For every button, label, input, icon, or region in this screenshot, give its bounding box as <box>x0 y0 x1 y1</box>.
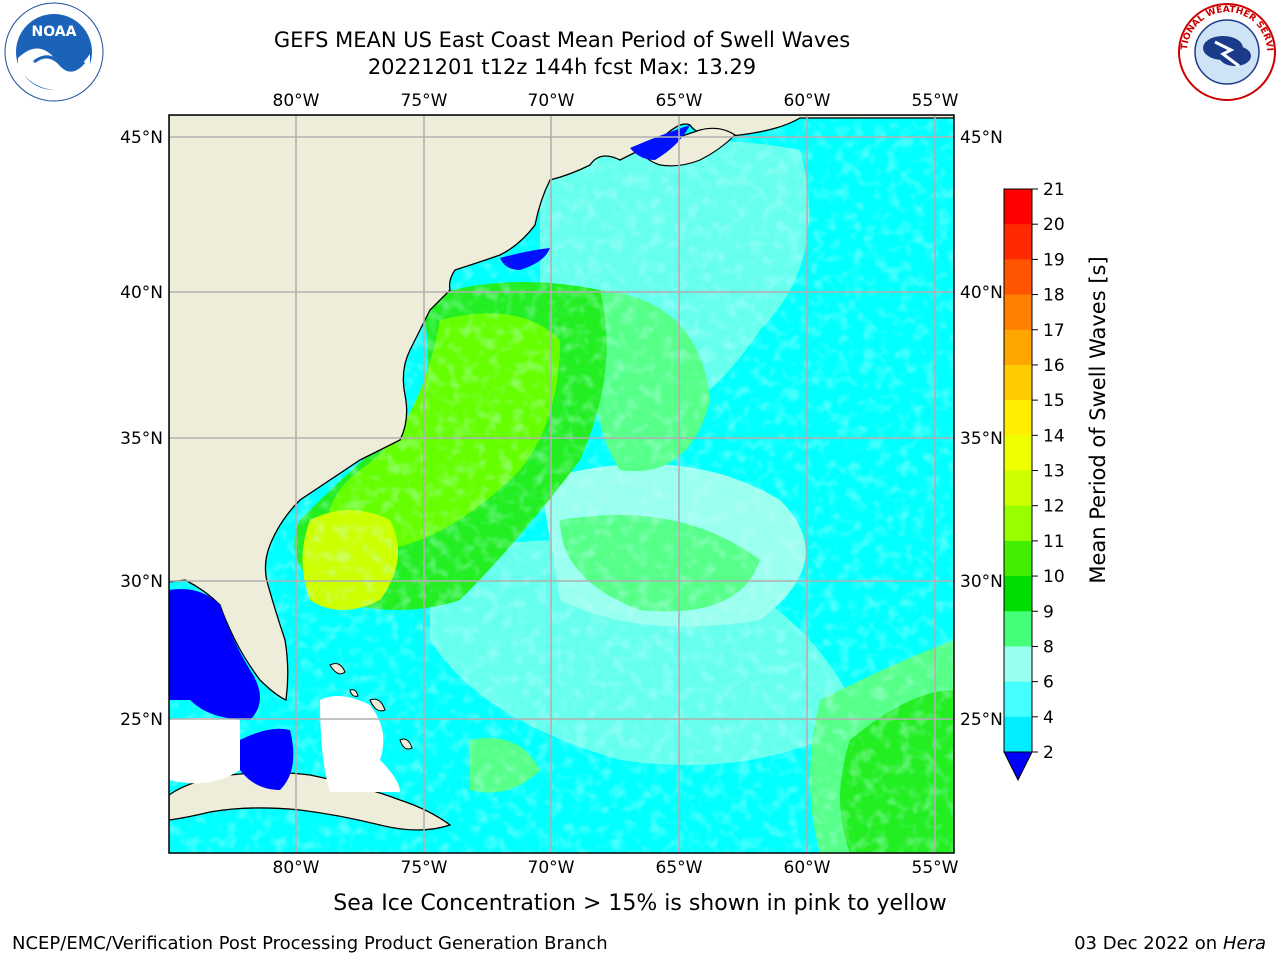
map-title: GEFS MEAN US East Coast Mean Period of S… <box>273 28 851 52</box>
colorbar-segment <box>1004 611 1032 647</box>
date-host: 03 Dec 2022 on Hera <box>1074 933 1266 954</box>
colorbar-tick-label: 13 <box>1043 462 1065 482</box>
colorbar-segment <box>1004 470 1032 507</box>
lat-label-left: 30°N <box>120 572 163 592</box>
colorbar-segment <box>1004 224 1032 260</box>
colorbar-tick-label: 8 <box>1043 637 1054 657</box>
map-area <box>169 115 954 853</box>
credit-line: NCEP/EMC/Verification Post Processing Pr… <box>12 933 608 954</box>
lon-label-top: 75°W <box>401 91 448 111</box>
lat-label-right: 25°N <box>960 710 1003 730</box>
lon-label-top: 55°W <box>912 91 959 111</box>
colorbar-segment <box>1004 681 1032 718</box>
colorbar-tick-label: 17 <box>1043 321 1065 341</box>
nws-logo: NATIONAL WEATHER SERVICE <box>1177 2 1276 101</box>
lon-label-top: 60°W <box>784 91 831 111</box>
colorbar-segment <box>1004 259 1032 296</box>
issue-date: 03 Dec 2022 on <box>1074 933 1218 954</box>
lon-label-bottom: 75°W <box>401 858 448 878</box>
lon-label-top: 65°W <box>656 91 703 111</box>
colorbar-segment <box>1004 294 1032 331</box>
colorbar-segment <box>1004 189 1032 225</box>
lat-label-left: 45°N <box>120 128 163 148</box>
swell-zone-below-4s-long-island <box>500 248 550 270</box>
map-frame <box>168 114 955 854</box>
sea-ice-note: Sea Ice Concentration > 15% is shown in … <box>333 891 947 916</box>
lon-label-bottom: 80°W <box>273 858 320 878</box>
colorbar-label: Mean Period of Swell Waves [s] <box>1086 256 1110 584</box>
colorbar-tick-label: 16 <box>1043 356 1065 376</box>
lon-label-bottom: 60°W <box>784 858 831 878</box>
lat-label-left: 40°N <box>120 283 163 303</box>
colorbar-tick-label: 11 <box>1043 532 1065 552</box>
colorbar-tick-label: 10 <box>1043 567 1065 587</box>
lon-label-bottom: 55°W <box>912 858 959 878</box>
lon-label-top: 70°W <box>528 91 575 111</box>
swell-zone-below-4s-gulf <box>169 589 260 720</box>
colorbar-tick-label: 2 <box>1043 743 1054 763</box>
colorbar-tick-label: 6 <box>1043 673 1054 693</box>
lat-label-right: 40°N <box>960 283 1003 303</box>
lat-label-left: 25°N <box>120 710 163 730</box>
colorbar-tick-label: 18 <box>1043 286 1065 306</box>
colorbar: 21 20 19 18 17 16 15 14 13 12 11 10 9 8 6 4 2 <box>1003 180 1065 782</box>
lon-label-top: 80°W <box>273 91 320 111</box>
nodata-gulf <box>169 718 240 784</box>
colorbar-extend-arrow <box>1003 751 1033 782</box>
swell-zone-below-4s-bay-of-fundy <box>630 125 690 160</box>
colorbar-segment <box>1004 646 1032 683</box>
colorbar-segment <box>1004 540 1032 577</box>
land-north-america <box>169 115 954 701</box>
noaa-logo: NOAA <box>4 2 104 102</box>
land-bahamas <box>329 663 413 750</box>
colorbar-segment <box>1004 716 1032 753</box>
lat-label-left: 35°N <box>120 429 163 449</box>
colorbar-tick-label: 14 <box>1043 426 1065 446</box>
noaa-logo-text: NOAA <box>32 24 77 40</box>
map-subtitle: 20221201 t12z 144h fcst Max: 13.29 <box>367 55 757 79</box>
host-name: Hera <box>1222 933 1266 954</box>
graticule <box>169 115 954 853</box>
colorbar-segment <box>1004 435 1032 471</box>
colorbar-segment <box>1004 400 1032 436</box>
colorbar-tick-label: 12 <box>1043 497 1065 517</box>
lat-label-right: 30°N <box>960 572 1003 592</box>
lon-label-bottom: 65°W <box>656 858 703 878</box>
colorbar-tick-label: 4 <box>1043 708 1054 728</box>
lat-label-right: 35°N <box>960 429 1003 449</box>
lon-label-bottom: 70°W <box>528 858 575 878</box>
colorbar-segment <box>1004 364 1032 401</box>
colorbar-tick-label: 15 <box>1043 391 1065 411</box>
colorbar-tick-label: 21 <box>1043 180 1065 200</box>
colorbar-segment <box>1004 576 1032 612</box>
colorbar-tick-label: 9 <box>1043 602 1054 622</box>
colorbar-tick-label: 20 <box>1043 215 1065 235</box>
colorbar-tick-label: 19 <box>1043 250 1065 270</box>
lat-label-right: 45°N <box>960 128 1003 148</box>
nodata-bahamas-banks <box>320 696 400 792</box>
swell-zone-below-4s-florida-straits <box>240 728 294 790</box>
colorbar-segment <box>1004 329 1032 366</box>
colorbar-segment <box>1004 505 1032 542</box>
